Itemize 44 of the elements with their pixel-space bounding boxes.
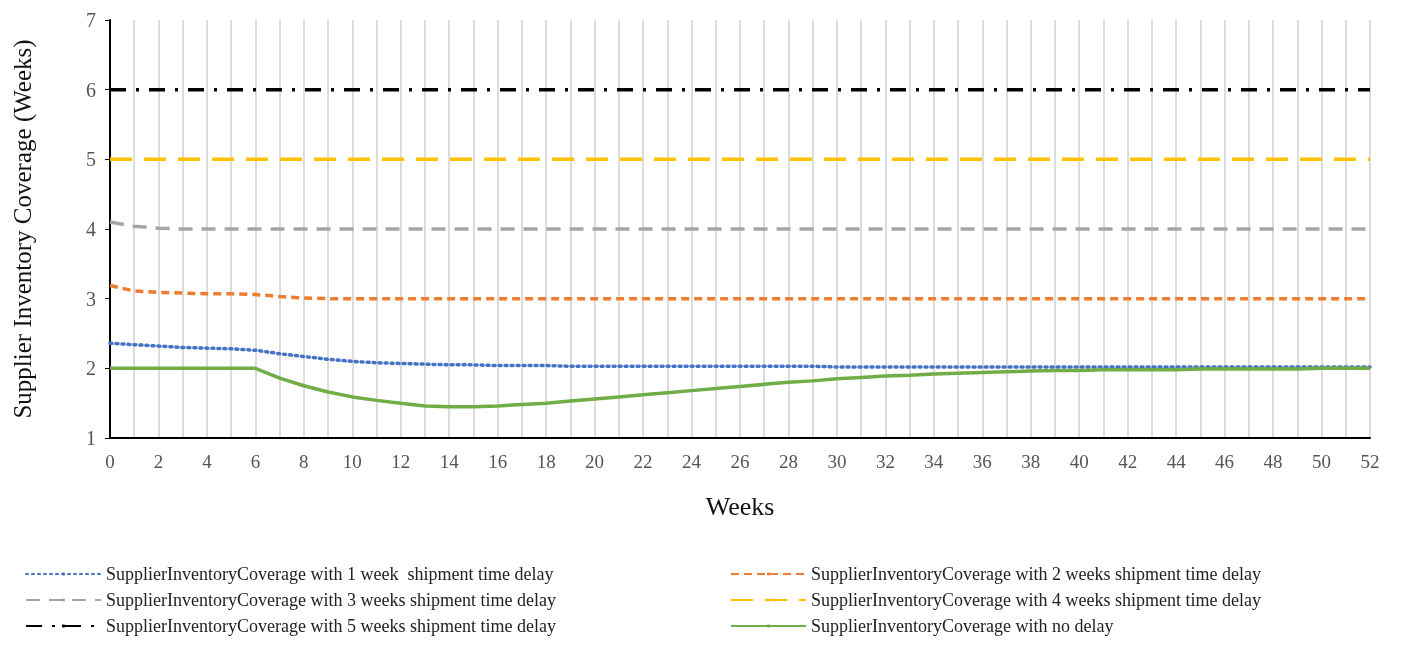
x-tick-label: 12	[391, 451, 411, 472]
y-tick-label: 7	[86, 9, 96, 31]
legend-label: SupplierInventoryCoverage with 2 weeks shipment time delay	[811, 564, 1261, 584]
x-tick-label: 26	[730, 451, 750, 472]
line-series	[108, 341, 1372, 369]
x-tick-label: 0	[105, 451, 115, 472]
legend-label: SupplierInventoryCoverage with no delay	[811, 616, 1114, 636]
x-tick-label: 14	[439, 451, 460, 472]
legend-label: SupplierInventoryCoverage with 4 weeks shipment time delay	[811, 590, 1261, 610]
y-tick-label: 3	[86, 287, 96, 310]
y-tick-label: 2	[86, 357, 96, 380]
x-tick-label: 40	[1069, 451, 1089, 472]
line-series	[108, 366, 1372, 409]
x-tick-label: 44	[1166, 451, 1187, 472]
x-tick-label: 18	[536, 451, 556, 472]
x-tick-label: 10	[342, 451, 362, 472]
x-tick-label: 2	[153, 451, 164, 472]
x-tick-label: 28	[778, 451, 798, 472]
y-tick-label: 1	[86, 427, 96, 449]
x-tick-label: 8	[299, 451, 309, 472]
x-tick-label: 16	[488, 451, 508, 472]
x-tick-label: 20	[585, 451, 605, 472]
legend-label: SupplierInventoryCoverage with 5 weeks shipment time delay	[106, 616, 556, 636]
legend-label: SupplierInventoryCoverage with 3 weeks shipment time delay	[106, 590, 556, 610]
y-tick-label: 4	[86, 218, 96, 240]
x-tick-label: 36	[972, 451, 992, 472]
x-tick-label: 4	[202, 451, 213, 472]
legend-label: SupplierInventoryCoverage with 1 week shipment time delay	[106, 564, 554, 584]
x-tick-label: 6	[250, 451, 261, 472]
x-tick-label: 24	[682, 451, 702, 472]
x-tick-label: 52	[1360, 451, 1380, 472]
y-axis-title: Supplier Inventory Coverage (Weeks)	[9, 39, 37, 419]
x-tick-label: 50	[1312, 451, 1332, 472]
x-tick-label: 48	[1263, 451, 1283, 472]
x-tick-label: 42	[1118, 451, 1138, 472]
y-tick-label: 5	[86, 148, 96, 171]
x-tick-label: 32	[875, 451, 895, 472]
x-tick-label: 22	[633, 451, 653, 472]
x-tick-label: 30	[827, 451, 847, 472]
x-tick-label: 34	[924, 451, 944, 472]
x-tick-label: 38	[1021, 451, 1041, 472]
x-axis-title: Weeks	[705, 491, 775, 521]
y-tick-label: 6	[86, 78, 96, 101]
x-tick-label: 46	[1215, 451, 1235, 472]
